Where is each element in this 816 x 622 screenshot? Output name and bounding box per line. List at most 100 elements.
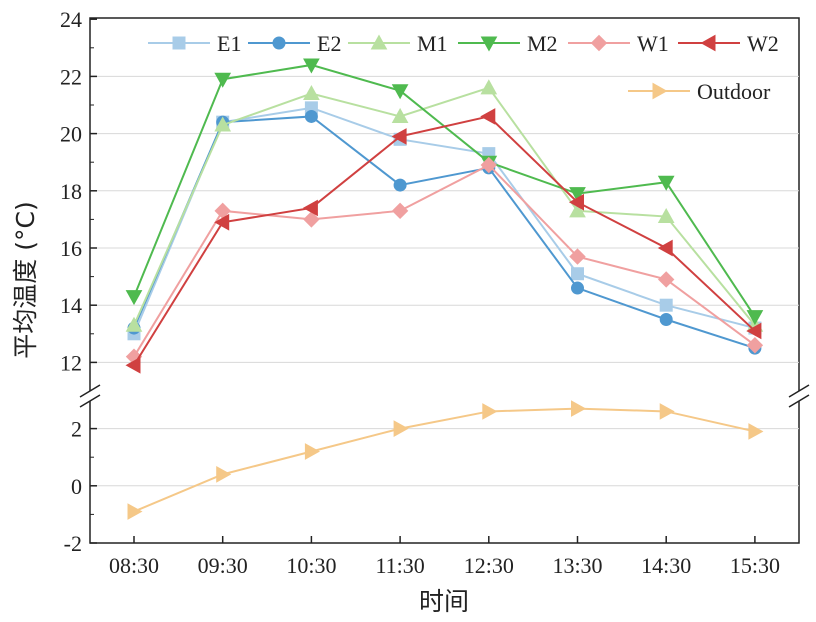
data-point-w2 [657, 239, 673, 257]
data-point-outdoor [571, 400, 587, 417]
data-point-e2 [571, 281, 584, 295]
data-point-e2 [659, 313, 673, 326]
data-point-m2 [657, 175, 675, 191]
data-point-m1 [657, 208, 675, 224]
data-point-m1 [125, 316, 143, 332]
legend-label-w1: W1 [637, 31, 669, 56]
data-point-m2 [391, 84, 409, 100]
x-tick-label: 14:30 [641, 553, 691, 578]
y-tick-label: 24 [60, 7, 82, 32]
data-point-outdoor [216, 466, 232, 483]
data-point-m1 [569, 202, 586, 218]
y-tick-label: 18 [60, 179, 82, 204]
x-tick-label: 12:30 [464, 553, 514, 578]
axis-break-mark [79, 394, 101, 408]
legend-label-e1: E1 [217, 31, 241, 56]
legend-label-w2: W2 [747, 31, 779, 56]
x-tick-label: 08:30 [109, 553, 159, 578]
legend-label-m2: M2 [527, 31, 558, 56]
legend-item-w1: W1 [568, 31, 669, 56]
data-point-w2 [480, 108, 496, 125]
legend: E1 E2 M1 M2 W1 W2 Outdoor [148, 31, 779, 104]
legend-item-w2: W2 [678, 31, 779, 56]
x-tick-label: 13:30 [552, 553, 602, 578]
data-point-w2 [568, 193, 584, 211]
series-w2 [125, 108, 762, 374]
series-line-m1 [133, 86, 756, 326]
data-point-m2 [569, 187, 586, 203]
data-point-outdoor [482, 403, 498, 420]
series-line-outdoor [133, 407, 756, 513]
y-tick-label: 16 [60, 236, 82, 261]
data-point-w1 [746, 337, 764, 354]
data-point-m2 [746, 310, 764, 326]
y-axis-title: 平均温度 (°C) [11, 201, 40, 358]
data-point-w2 [746, 322, 762, 340]
data-point-m1 [214, 116, 232, 132]
legend-marker-m2 [480, 36, 498, 52]
legend-label-m1: M1 [417, 31, 448, 56]
y-tick-label: 0 [71, 474, 82, 499]
legend-item-e2: E2 [248, 31, 341, 56]
legend-marker-e1 [172, 36, 186, 50]
data-point-w2 [214, 213, 230, 231]
plot-area [89, 17, 800, 544]
series-line-e2 [133, 115, 756, 350]
series-line-w1 [133, 163, 756, 358]
data-point-w1 [303, 211, 320, 228]
data-point-m1 [480, 79, 498, 95]
axis-break-mark [788, 394, 810, 408]
x-tick-label: 09:30 [198, 553, 248, 578]
data-point-w2 [302, 199, 318, 217]
axis-break-mark [79, 384, 101, 398]
y-tick-label: -2 [64, 531, 82, 556]
x-axis-title: 时间 [419, 587, 469, 616]
legend-marker-w2 [700, 34, 716, 52]
axis-break-gap-left [84, 391, 98, 401]
legend-marker-e2 [272, 36, 286, 50]
legend-item-m2: M2 [458, 31, 558, 56]
legend-label-outdoor: Outdoor [697, 79, 771, 104]
data-point-m2 [303, 58, 320, 74]
y-tick-label: 14 [60, 293, 82, 318]
data-point-w1 [569, 248, 586, 265]
data-point-outdoor [393, 420, 409, 437]
data-point-outdoor [304, 443, 320, 460]
legend-item-outdoor: Outdoor [628, 79, 771, 104]
x-tick-label: 15:30 [730, 553, 780, 578]
data-point-w2 [391, 128, 407, 145]
x-tick-label: 10:30 [286, 553, 336, 578]
x-tick-label: 11:30 [375, 553, 424, 578]
grid-layer [90, 75, 799, 487]
legend-item-m1: M1 [348, 31, 448, 56]
legend-marker-m1 [370, 34, 388, 50]
data-point-outdoor [127, 503, 143, 520]
data-point-m2 [214, 72, 232, 88]
data-point-w2 [125, 356, 141, 374]
data-point-w1 [657, 271, 675, 288]
series-outdoor [127, 400, 764, 520]
data-point-e1 [659, 298, 673, 312]
series-layer [125, 58, 764, 520]
data-point-outdoor [748, 423, 764, 440]
legend-item-e1: E1 [148, 31, 241, 56]
axis-break-mark [788, 384, 810, 398]
y-tick-label: 2 [71, 417, 82, 442]
data-point-m1 [391, 107, 409, 123]
data-point-e1 [571, 267, 584, 281]
data-point-m2 [125, 290, 143, 306]
legend-label-e2: E2 [317, 31, 341, 56]
data-point-outdoor [659, 403, 675, 420]
axis-layer: -2 0 2 12 14 16 18 20 22 24 08:30 09:30 10:30 11:30 12… [60, 7, 810, 578]
y-tick-label: 12 [60, 350, 82, 375]
legend-marker-w1 [590, 34, 608, 52]
axis-break-gap-right [792, 391, 806, 401]
legend-marker-outdoor [652, 82, 668, 100]
y-tick-label: 22 [60, 64, 82, 89]
data-point-w1 [391, 202, 409, 220]
data-point-e2 [304, 109, 318, 123]
y-tick-label: 20 [60, 122, 82, 147]
data-point-e2 [393, 178, 407, 192]
data-point-w1 [480, 156, 498, 174]
